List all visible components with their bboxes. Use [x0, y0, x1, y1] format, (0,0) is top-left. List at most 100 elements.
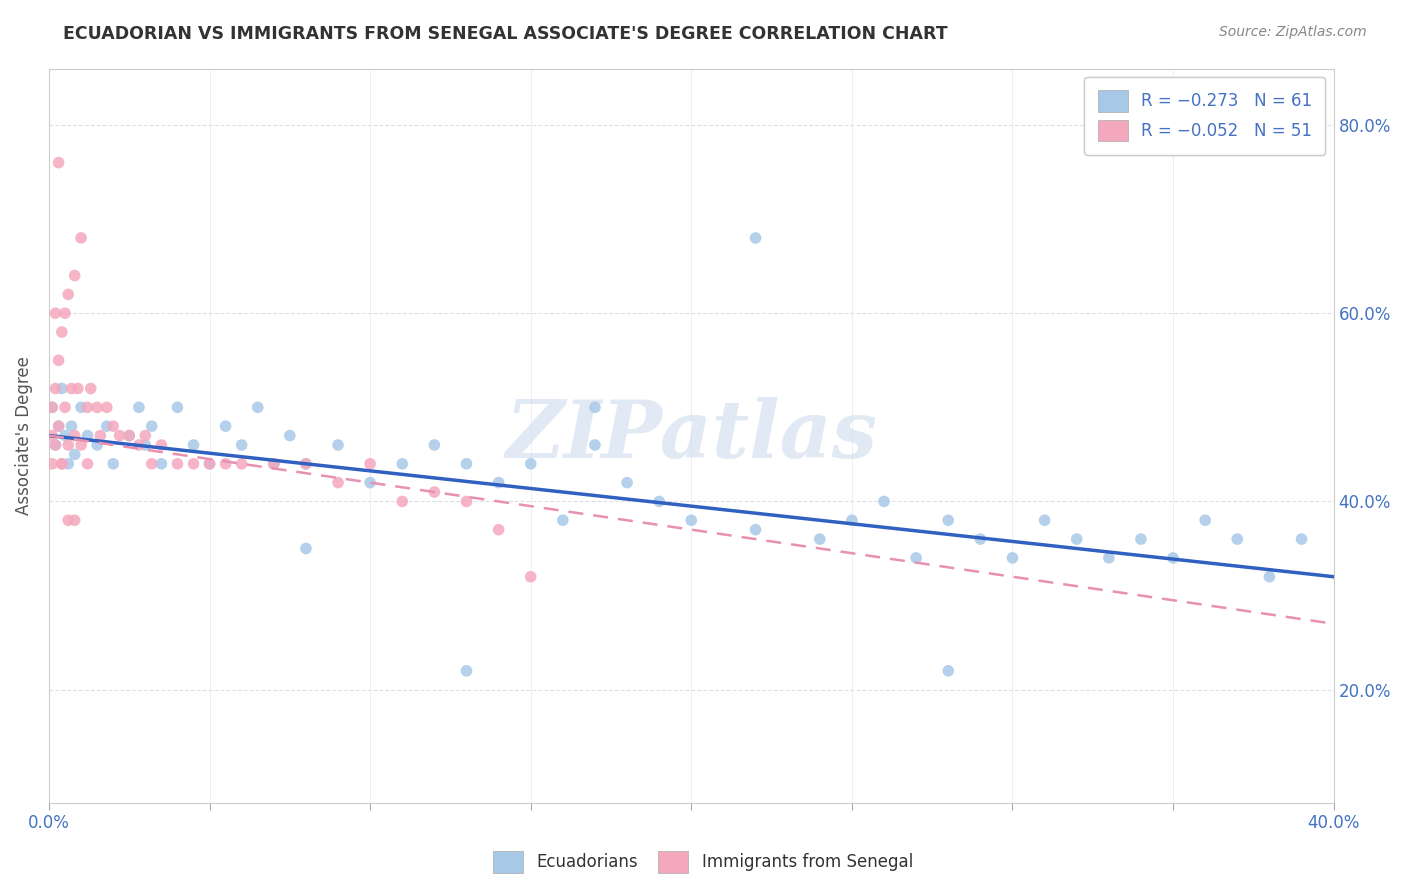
Point	[936, 513, 959, 527]
Point	[263, 457, 285, 471]
Point	[70, 438, 93, 452]
Point	[905, 550, 928, 565]
Point	[86, 401, 108, 415]
Point	[583, 401, 606, 415]
Point	[63, 447, 86, 461]
Point	[841, 513, 863, 527]
Point	[96, 419, 118, 434]
Point	[198, 457, 221, 471]
Point	[808, 532, 831, 546]
Point	[51, 457, 73, 471]
Point	[183, 438, 205, 452]
Point	[141, 457, 163, 471]
Point	[96, 401, 118, 415]
Point	[1161, 550, 1184, 565]
Point	[969, 532, 991, 546]
Point	[44, 438, 66, 452]
Point	[51, 457, 73, 471]
Point	[1258, 570, 1281, 584]
Point	[141, 419, 163, 434]
Point	[681, 513, 703, 527]
Point	[551, 513, 574, 527]
Point	[60, 382, 83, 396]
Point	[128, 438, 150, 452]
Point	[58, 513, 80, 527]
Point	[391, 457, 413, 471]
Point	[744, 231, 766, 245]
Point	[456, 457, 478, 471]
Legend: R = −0.273   N = 61, R = −0.052   N = 51: R = −0.273 N = 61, R = −0.052 N = 51	[1084, 77, 1326, 154]
Point	[873, 494, 896, 508]
Point	[41, 457, 63, 471]
Point	[41, 428, 63, 442]
Point	[128, 401, 150, 415]
Point	[134, 428, 156, 442]
Point	[63, 268, 86, 283]
Point	[118, 428, 141, 442]
Point	[166, 401, 188, 415]
Point	[108, 428, 131, 442]
Point	[488, 523, 510, 537]
Point	[60, 419, 83, 434]
Point	[86, 438, 108, 452]
Point	[80, 382, 103, 396]
Point	[48, 419, 70, 434]
Point	[134, 438, 156, 452]
Point	[936, 664, 959, 678]
Point	[519, 570, 541, 584]
Point	[231, 438, 253, 452]
Point	[616, 475, 638, 490]
Point	[63, 428, 86, 442]
Text: ECUADORIAN VS IMMIGRANTS FROM SENEGAL ASSOCIATE'S DEGREE CORRELATION CHART: ECUADORIAN VS IMMIGRANTS FROM SENEGAL AS…	[63, 25, 948, 43]
Point	[66, 382, 89, 396]
Point	[198, 457, 221, 471]
Point	[456, 494, 478, 508]
Point	[1001, 550, 1024, 565]
Point	[41, 401, 63, 415]
Point	[214, 419, 236, 434]
Point	[326, 438, 349, 452]
Point	[519, 457, 541, 471]
Point	[70, 401, 93, 415]
Point	[648, 494, 671, 508]
Point	[488, 475, 510, 490]
Point	[70, 231, 93, 245]
Point	[48, 155, 70, 169]
Point	[295, 457, 318, 471]
Point	[1129, 532, 1152, 546]
Point	[44, 306, 66, 320]
Point	[48, 419, 70, 434]
Point	[359, 475, 381, 490]
Point	[51, 325, 73, 339]
Point	[583, 438, 606, 452]
Point	[326, 475, 349, 490]
Point	[41, 401, 63, 415]
Y-axis label: Associate's Degree: Associate's Degree	[15, 356, 32, 515]
Point	[63, 513, 86, 527]
Point	[456, 664, 478, 678]
Point	[263, 457, 285, 471]
Text: Source: ZipAtlas.com: Source: ZipAtlas.com	[1219, 25, 1367, 39]
Point	[359, 457, 381, 471]
Point	[103, 419, 125, 434]
Point	[150, 457, 173, 471]
Point	[1194, 513, 1216, 527]
Point	[44, 382, 66, 396]
Point	[1098, 550, 1121, 565]
Point	[1066, 532, 1088, 546]
Point	[423, 485, 446, 500]
Point	[1226, 532, 1249, 546]
Point	[58, 438, 80, 452]
Point	[295, 541, 318, 556]
Legend: Ecuadorians, Immigrants from Senegal: Ecuadorians, Immigrants from Senegal	[486, 845, 920, 880]
Point	[278, 428, 301, 442]
Point	[76, 428, 98, 442]
Point	[118, 428, 141, 442]
Text: ZIPatlas: ZIPatlas	[505, 397, 877, 475]
Point	[391, 494, 413, 508]
Point	[150, 438, 173, 452]
Point	[89, 428, 111, 442]
Point	[76, 401, 98, 415]
Point	[1291, 532, 1313, 546]
Point	[58, 457, 80, 471]
